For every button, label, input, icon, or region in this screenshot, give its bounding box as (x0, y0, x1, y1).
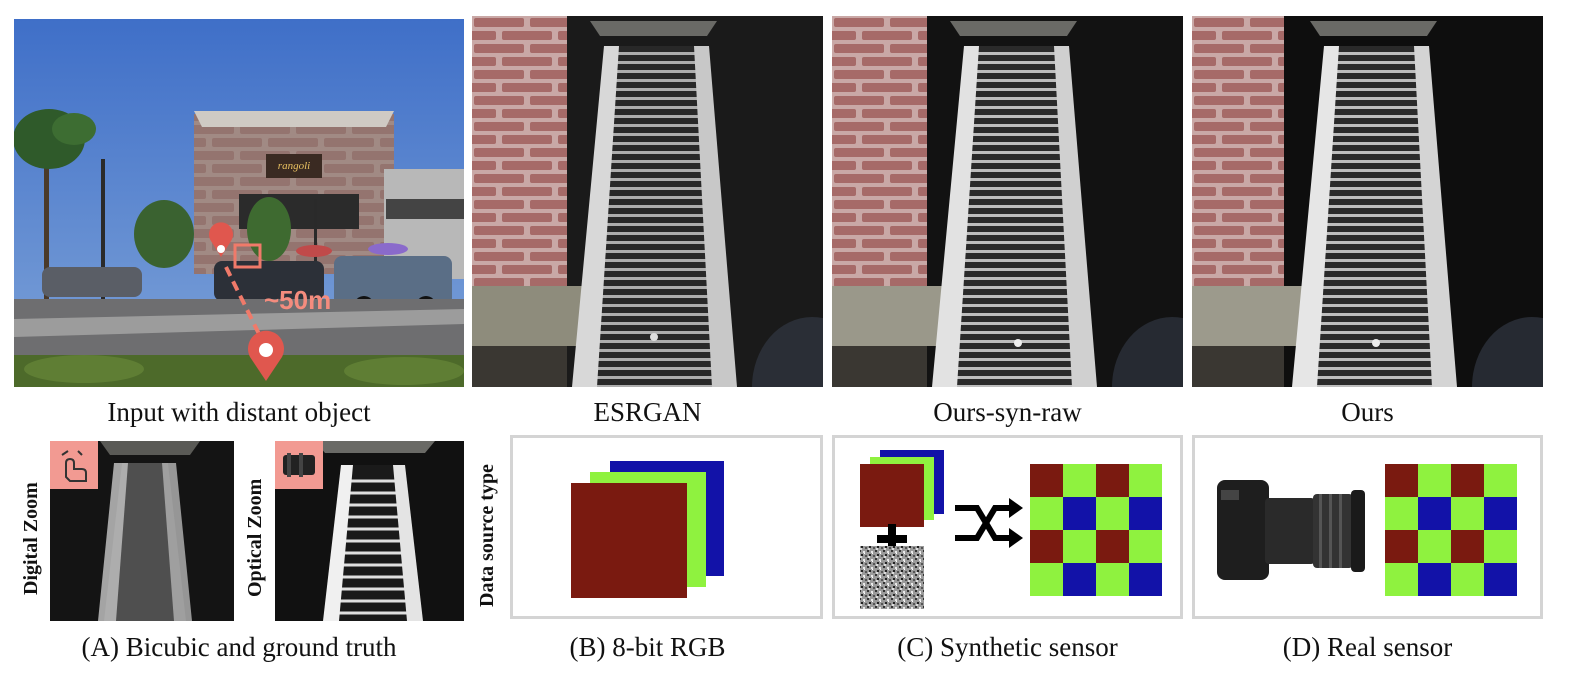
caption-esrgan: ESRGAN (593, 397, 702, 427)
plus-icon (877, 524, 907, 554)
store-sign-text: rangoli (278, 160, 310, 172)
red-channel (571, 483, 687, 598)
caption-ours-syn-raw: Ours-syn-raw (933, 397, 1082, 427)
optical-zoom-image (275, 441, 464, 621)
caption-input: Input with distant object (107, 397, 371, 427)
bayer-pattern-synthetic (1030, 464, 1162, 596)
caption-d: (D) Real sensor (1282, 632, 1453, 662)
distance-label: ~50m (264, 285, 331, 315)
camera-lens-icon (283, 453, 315, 477)
ours-result-image (1192, 16, 1543, 387)
real-sensor-box (1192, 435, 1543, 619)
input-scene-image: rangoli ~50m (14, 19, 464, 387)
bayer-pattern-real (1385, 464, 1517, 596)
noise-image (860, 546, 924, 609)
caption-b: (B) 8-bit RGB (569, 632, 726, 662)
esrgan-result-image (472, 16, 823, 387)
caption-a: (A) Bicubic and ground truth (81, 632, 397, 662)
digital-zoom-image (50, 441, 234, 621)
digital-zoom-label: Digital Zoom (20, 482, 42, 595)
optical-zoom-label: Optical Zoom (244, 478, 266, 597)
data-source-type-label: Data source type (476, 464, 498, 607)
pinch-gesture-icon (61, 450, 87, 482)
synthetic-sensor-box (832, 435, 1183, 619)
camera-icon (1217, 480, 1365, 580)
rgb-data-box (510, 435, 823, 619)
caption-ours: Ours (1341, 397, 1394, 427)
shuffle-icon (955, 505, 1011, 541)
caption-c: (C) Synthetic sensor (897, 632, 1118, 662)
ours-syn-raw-result-image (832, 16, 1183, 387)
